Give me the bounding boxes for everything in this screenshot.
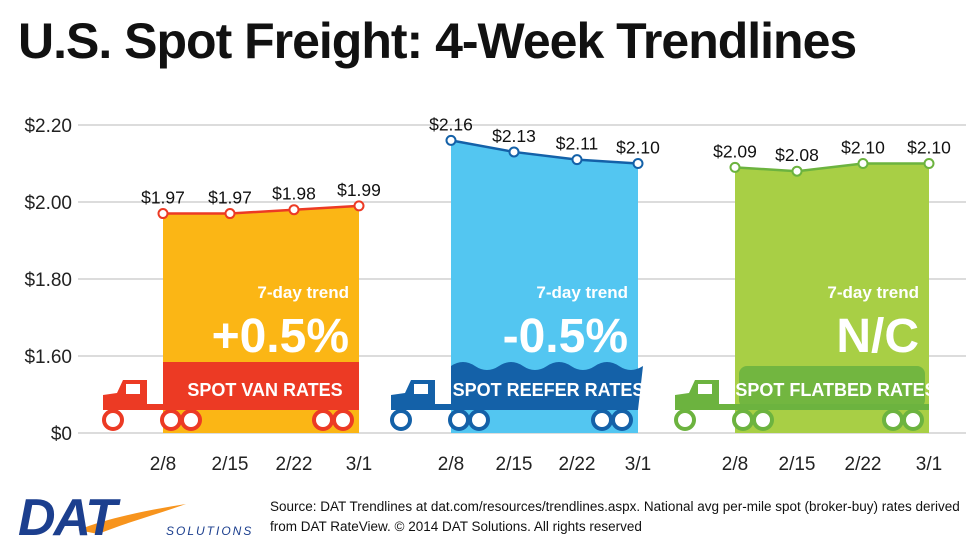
truck-wheel-icon [732, 409, 754, 431]
y-tick-label: $1.80 [24, 270, 72, 291]
truck-hitch [435, 404, 451, 410]
x-tick-label: 2/8 [722, 454, 748, 475]
flatbed-load [739, 366, 925, 408]
data-point [857, 158, 869, 169]
trailer-body [163, 362, 359, 410]
truck-cab-icon [675, 380, 719, 410]
series-name-label: SPOT VAN RATES [187, 380, 342, 400]
data-point [729, 161, 741, 173]
data-point [288, 204, 300, 216]
trend-value: -0.5% [503, 310, 628, 363]
series-line [450, 139, 639, 165]
data-label: $1.99 [337, 180, 381, 200]
data-label: $2.10 [616, 138, 660, 158]
data-point [224, 208, 236, 220]
data-label: $2.10 [907, 138, 951, 158]
truck-wheel-icon [390, 409, 412, 431]
trend-value: +0.5% [212, 310, 349, 363]
truck-wheel-icon [902, 409, 924, 431]
trend-caption: 7-day trend [827, 283, 919, 302]
data-label: $2.16 [429, 114, 473, 134]
data-label: $1.97 [141, 188, 185, 208]
data-point [791, 165, 803, 177]
data-label: $2.10 [841, 138, 885, 158]
truck-wheel-icon [312, 409, 334, 431]
series-area [451, 140, 638, 433]
series-name-label: SPOT FLATBED RATES [735, 380, 936, 400]
trailer-body [451, 362, 643, 410]
truck-hitch [719, 404, 735, 410]
x-tick-label: 2/22 [276, 454, 313, 475]
data-point [508, 146, 520, 158]
y-tick-label: $2.00 [24, 193, 72, 214]
x-tick-label: 3/1 [625, 454, 651, 475]
logo-tagline: SOLUTIONS [166, 524, 254, 538]
flatbed-deck [735, 404, 929, 410]
dat-logo: DAT SOLUTIONS [18, 489, 251, 547]
series-area [735, 163, 929, 433]
y-tick-label: $0 [51, 424, 72, 445]
x-tick-label: 2/8 [150, 454, 176, 475]
data-label: $2.11 [556, 134, 599, 154]
data-point [923, 158, 935, 169]
truck-wheel-icon [102, 409, 124, 431]
truck-window [414, 384, 428, 394]
x-tick-label: 2/15 [496, 454, 533, 475]
series-panel-0: SPOT VAN RATES $1.97 $1.97 $1.98 $1.99 7-day … [102, 180, 381, 475]
truck-wheel-icon [468, 409, 490, 431]
chart-title: U.S. Spot Freight: 4-Week Trendlines [18, 13, 857, 69]
series-panel-1: SPOT REEFER RATES $2.16 $2.13 $2.11 $2.10 7-d… [390, 114, 660, 475]
data-point [632, 158, 644, 169]
data-point [157, 208, 169, 220]
y-tick-label: $2.20 [24, 116, 72, 137]
data-label: $1.98 [272, 184, 316, 204]
truck-wheel-icon [752, 409, 774, 431]
truck-cab-icon [103, 380, 147, 410]
logo-wordmark: DAT [18, 489, 117, 547]
data-label: $2.08 [775, 145, 819, 165]
series-line [734, 162, 929, 173]
truck-wheel-icon [611, 409, 633, 431]
x-tick-label: 2/15 [779, 454, 816, 475]
data-point [445, 134, 457, 146]
truck-wheel-icon [882, 409, 904, 431]
truck-wheel-icon [674, 409, 696, 431]
x-tick-label: 2/15 [212, 454, 249, 475]
logo-swoosh-icon [78, 504, 186, 534]
truck-wheel-icon [332, 409, 354, 431]
x-tick-label: 2/22 [845, 454, 882, 475]
x-tick-label: 3/1 [916, 454, 942, 475]
data-label: $2.13 [492, 126, 536, 146]
x-tick-label: 2/8 [438, 454, 464, 475]
truck-window [698, 384, 712, 394]
trend-value: N/C [836, 310, 919, 363]
truck-window [126, 384, 140, 394]
series-name-label: SPOT REEFER RATES [453, 380, 645, 400]
trend-caption: 7-day trend [536, 283, 628, 302]
y-tick-label: $1.60 [24, 347, 72, 368]
x-tick-label: 2/22 [559, 454, 596, 475]
data-point [571, 154, 583, 166]
truck-wheel-icon [448, 409, 470, 431]
truck-wheel-icon [180, 409, 202, 431]
truck-hitch [147, 404, 163, 410]
truck-wheel-icon [591, 409, 613, 431]
data-point [353, 200, 365, 212]
series-line [163, 204, 360, 215]
truck-cab-icon [391, 380, 435, 410]
trend-caption: 7-day trend [257, 283, 349, 302]
source-note: Source: DAT Trendlines at dat.com/resour… [270, 499, 960, 534]
data-label: $1.97 [208, 188, 252, 208]
truck-wheel-icon [160, 409, 182, 431]
data-label: $2.09 [713, 141, 757, 161]
trendlines-chart: $2.20 $2.00 $1.80 $1.60 $0 SPOT VAN RATES $1.9… [24, 114, 966, 475]
x-tick-label: 3/1 [346, 454, 372, 475]
series-panel-2: SPOT FLATBED RATES $2.09 $2.08 $2.10 $2.10 7-… [674, 138, 951, 475]
